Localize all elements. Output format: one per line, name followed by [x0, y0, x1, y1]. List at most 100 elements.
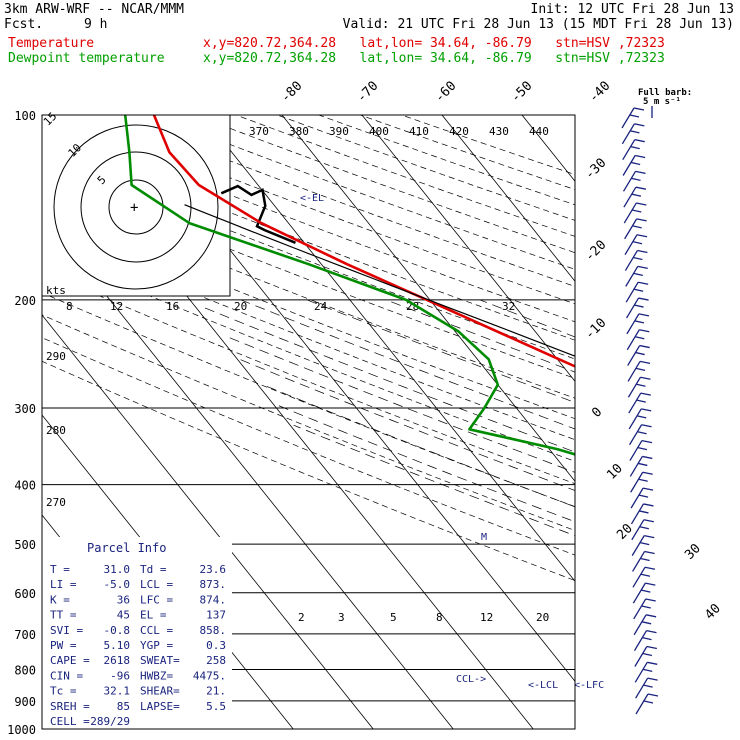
parcel-info-value: 5.10 — [104, 639, 131, 652]
pressure-tick-label: 800 — [14, 663, 36, 677]
wind-barb — [630, 503, 654, 525]
isotherm-label: 30 — [682, 541, 704, 563]
parcel-info-value: 873. — [200, 578, 227, 591]
wind-barb — [621, 107, 645, 129]
wind-barb — [626, 313, 650, 335]
mixing-ratio-label: 8 — [66, 300, 73, 313]
isotherm-label: -50 — [508, 79, 535, 106]
valid-time: Valid: 21 UTC Fri 28 Jun 13 (15 MDT Fri … — [342, 17, 734, 32]
wind-barb — [624, 249, 648, 271]
m-marker: M — [481, 532, 487, 543]
forecast-hour: 9 h — [84, 17, 108, 32]
dry-adiabat — [235, 115, 575, 237]
theta-label: 420 — [449, 125, 469, 138]
isotherm-label: -30 — [582, 156, 609, 183]
theta-label: 400 — [369, 125, 389, 138]
parcel-info-label: T = — [50, 563, 70, 576]
hodograph-units: kts — [46, 284, 66, 297]
model-title: 3km ARW-WRF -- NCAR/MMM — [4, 2, 185, 17]
theta-label: 430 — [489, 125, 509, 138]
moist-adiabat — [583, 300, 740, 729]
parcel-info-label: EL = — [140, 609, 167, 622]
parcel-info-value: 85 — [117, 700, 130, 713]
isotherm-line — [361, 115, 575, 382]
mixing-ratio-label: 20 — [536, 611, 549, 624]
theta-label: 440 — [529, 125, 549, 138]
mixing-ratio-label: 32 — [502, 300, 515, 313]
theta-label: 410 — [409, 125, 429, 138]
parcel-info-label: LAPSE= — [140, 700, 180, 713]
dry-adiabat — [42, 250, 575, 462]
parcel-info-label: TT = — [50, 609, 77, 622]
dry-adiabat — [42, 210, 575, 420]
wind-barb — [631, 534, 655, 556]
parcel-info-value: -0.8 — [104, 624, 131, 637]
plot-frame — [41, 114, 576, 730]
isotherm-label: 40 — [702, 601, 724, 623]
isotherm-label: 10 — [604, 461, 626, 483]
dry-adiabat-label: 280 — [46, 424, 66, 437]
pressure-tick-label: 900 — [14, 695, 36, 709]
pressure-tick-label: 100 — [14, 109, 36, 123]
parcel-info-value: 2618 — [104, 654, 131, 667]
isotherm-line — [201, 115, 575, 582]
pressure-tick-label: 700 — [14, 628, 36, 642]
parcel-info-value: -5.0 — [104, 578, 131, 591]
wind-barb — [629, 424, 652, 446]
wind-barb — [633, 614, 657, 636]
pressure-tick-label: 1000 — [7, 723, 36, 737]
parcel-info-label: SVI = — [50, 624, 83, 637]
wind-barbs — [621, 107, 659, 715]
thermodynamic-grid — [42, 115, 740, 729]
wind-barb — [627, 376, 651, 398]
pressure-tick-label: 200 — [14, 294, 36, 308]
isotherm-line — [521, 115, 575, 182]
isotherm-label: -10 — [582, 316, 609, 343]
parcel-info-value: 137 — [206, 609, 226, 622]
moist-adiabat — [293, 424, 575, 537]
mixing-ratio-label: 2 — [298, 611, 305, 624]
moist-adiabat — [385, 299, 575, 373]
temperature-legend: Temperature — [8, 36, 95, 51]
isotherm-label: -40 — [586, 79, 613, 106]
lcl-marker: <-LCL — [528, 680, 558, 691]
dewpoint-legend: Dewpoint temperature — [8, 51, 165, 66]
temperature-curve — [152, 115, 575, 368]
isotherm-label: 0 — [589, 405, 605, 421]
dewpoint-location: x,y=820.72,364.28 lat,lon= 34.64, -86.79… — [203, 51, 665, 66]
isotherm-line — [42, 314, 374, 729]
isotherm-line — [441, 115, 575, 282]
dry-adiabat — [42, 337, 575, 556]
isotherm-line — [682, 115, 740, 729]
mixing-ratio-label: 16 — [166, 300, 179, 313]
parcel-info-panel: Parcel Info T = 31.0 Td = 23.6 LI = -5.0 LCL =… — [42, 537, 232, 729]
dry-adiabat — [42, 172, 575, 379]
wind-barb — [624, 234, 648, 256]
dry-adiabat — [152, 115, 575, 270]
theta-label: 390 — [329, 125, 349, 138]
parcel-info-label: YGP = — [140, 639, 173, 652]
wind-barb — [632, 566, 656, 588]
parcel-info-label: SWEAT= — [140, 654, 180, 667]
wind-barb — [634, 645, 657, 667]
wind-barb — [629, 455, 653, 477]
lfc-marker: <-LFC — [574, 680, 604, 691]
el-marker: <-EL — [300, 193, 324, 204]
parcel-info-label: CAPE = — [50, 654, 90, 667]
parcel-info-label: Td = — [140, 563, 167, 576]
parcel-info-value: 23.6 — [200, 563, 227, 576]
parcel-info-value: 31.0 — [104, 563, 131, 576]
parcel-info-label: PW = — [50, 639, 77, 652]
wind-barb — [630, 487, 654, 509]
parcel-info-label: CCL = — [140, 624, 173, 637]
dry-adiabat — [318, 115, 575, 206]
wind-barb — [624, 218, 647, 240]
dewpoint-curve — [123, 115, 575, 456]
mixing-ratio-label: 5 — [390, 611, 397, 624]
parcel-info-value: 45 — [117, 609, 130, 622]
mixing-ratio-label: 8 — [436, 611, 443, 624]
wind-barb — [628, 408, 652, 430]
wind-barb — [625, 281, 649, 303]
wind-barb — [628, 392, 651, 414]
